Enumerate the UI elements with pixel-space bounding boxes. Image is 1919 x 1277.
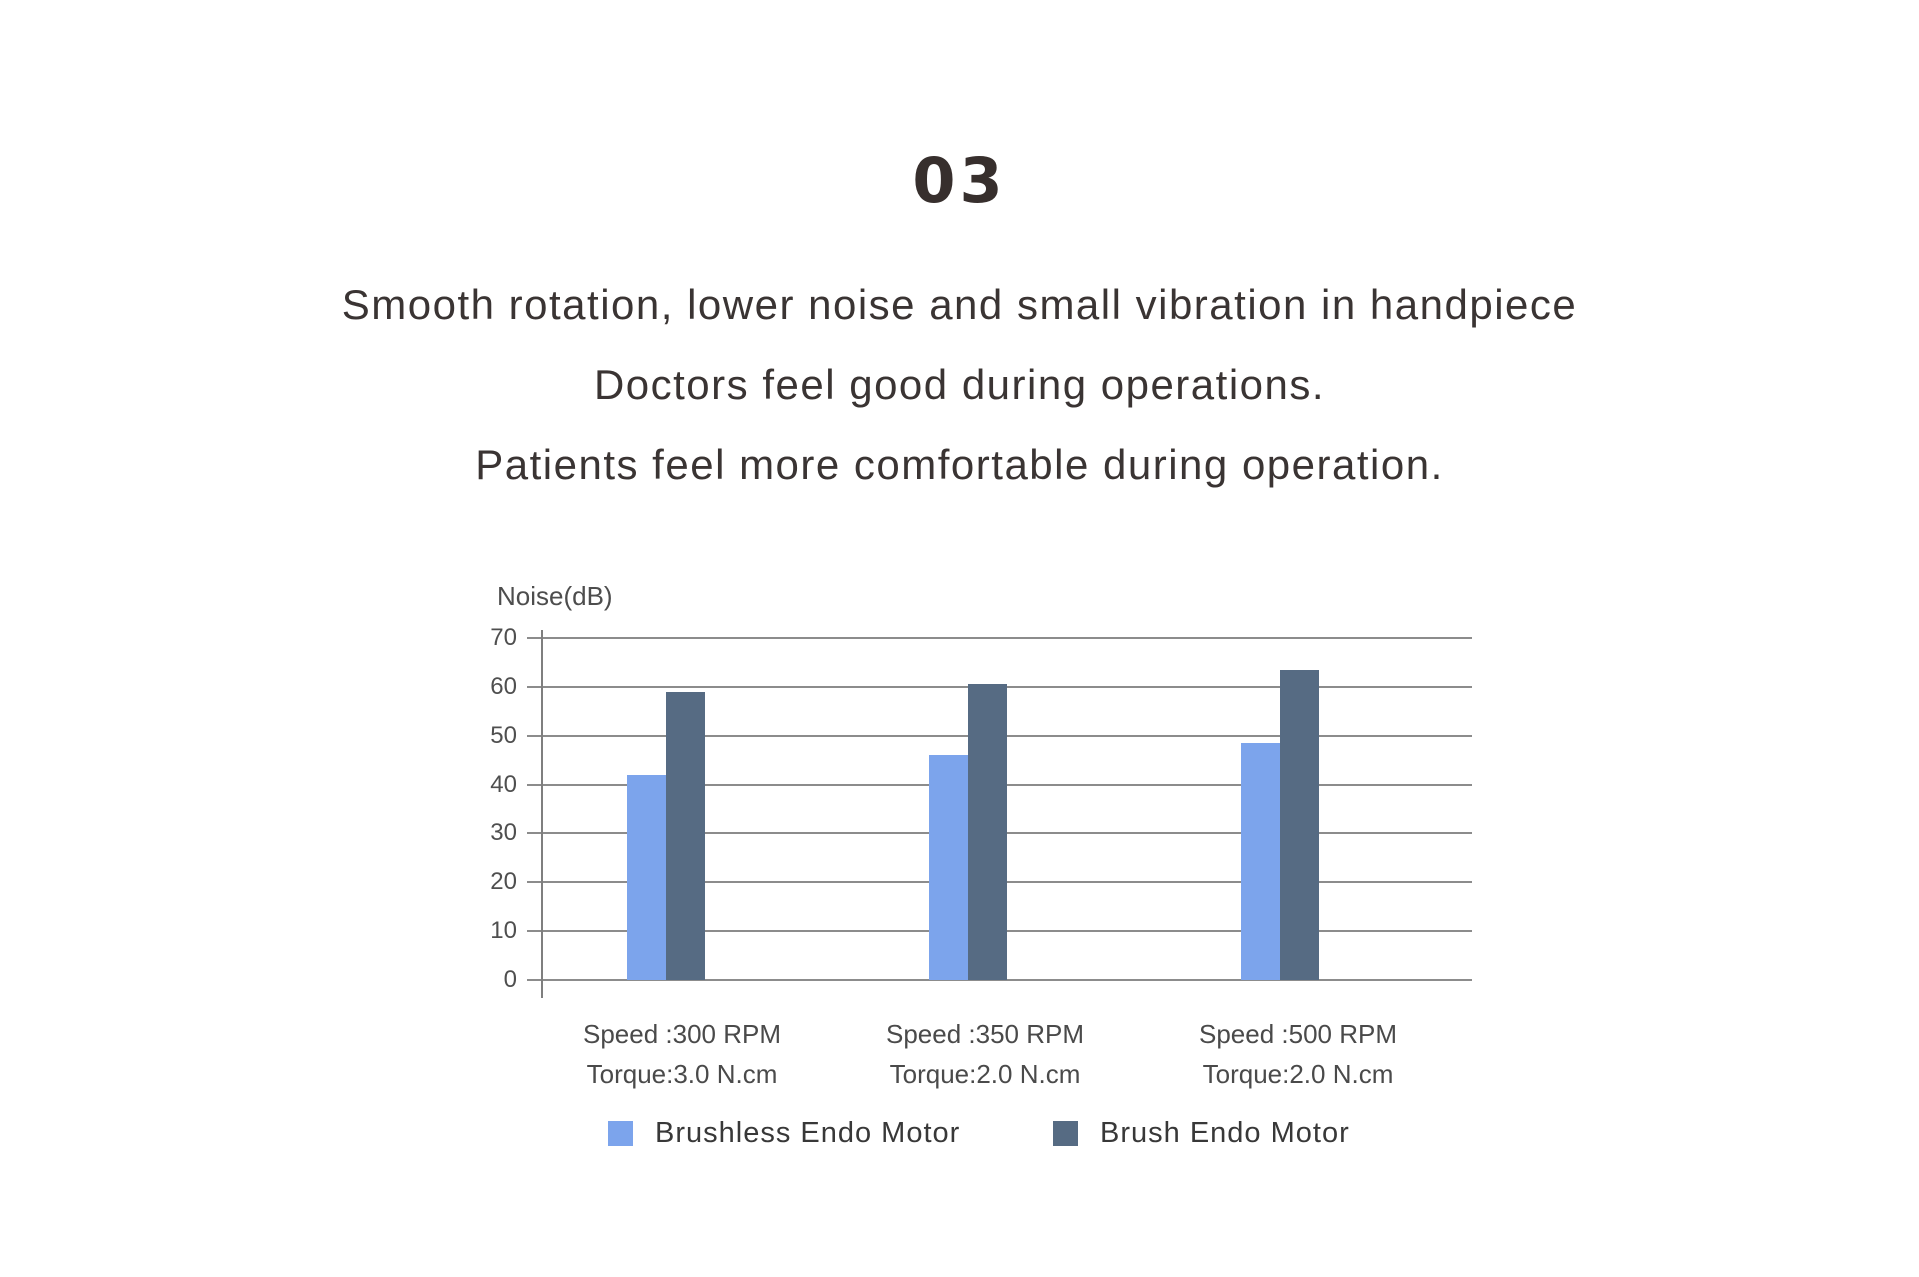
legend-swatch [1053,1121,1078,1146]
bar [666,691,705,980]
bar [1280,669,1319,980]
legend-label: Brush Endo Motor [1100,1117,1350,1149]
category-torque: Torque:2.0 N.cm [1202,1059,1394,1089]
y-tick-label: 70 [490,624,517,651]
y-tick-label: 50 [490,721,517,749]
category-speed: Speed :300 RPM [582,1019,781,1049]
y-axis-line [541,630,543,998]
category-torque: Torque:3.0 N.cm [586,1059,778,1089]
bar [627,774,666,980]
category-speed: Speed :500 RPM [1198,1019,1397,1049]
category-torque: Torque:2.0 N.cm [889,1059,1081,1089]
x-category-label: Speed :350 RPM Torque:2.0 N.cm [815,1014,1155,1094]
y-tick-label: 60 [490,672,517,700]
x-category-label: Speed :300 RPM Torque:3.0 N.cm [512,1014,852,1094]
legend-label: Brushless Endo Motor [655,1117,961,1149]
bar [968,684,1007,980]
y-tick-label: 0 [503,966,517,993]
legend-swatch [608,1121,633,1146]
y-tick-label: 10 [490,917,517,945]
gridline [527,979,1472,981]
bar [1241,743,1280,980]
y-tick-label: 40 [490,770,517,798]
description: Smooth rotation, lower noise and small v… [0,265,1919,505]
description-line: Doctors feel good during operations. [593,361,1326,408]
x-category-label: Speed :500 RPM Torque:2.0 N.cm [1128,1014,1468,1094]
y-tick-label: 20 [490,868,517,896]
category-speed: Speed :350 RPM [885,1019,1084,1049]
bar [929,755,968,980]
y-axis-title: Noise(dB) [497,581,613,611]
gridline [527,637,1472,639]
page-title: 03 [912,144,1007,217]
description-line: Smooth rotation, lower noise and small v… [341,281,1578,328]
y-tick-label: 30 [490,819,517,847]
description-line: Patients feel more comfortable during op… [475,441,1444,488]
